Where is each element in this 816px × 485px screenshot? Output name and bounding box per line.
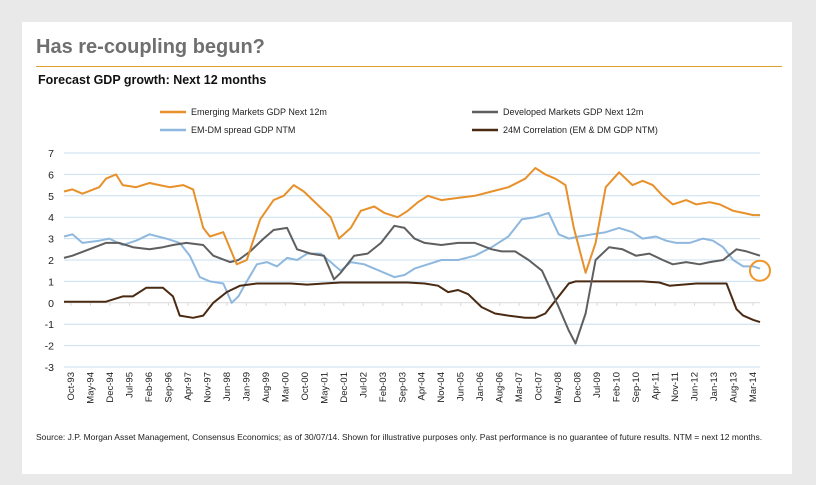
source-footnote: Source: J.P. Morgan Asset Management, Co… xyxy=(36,432,763,442)
highlight-circle xyxy=(749,259,771,282)
highlight-circle-mark xyxy=(749,259,771,282)
x-tick-label: Jan-99 xyxy=(241,372,252,401)
x-tick-label: Nov-11 xyxy=(670,372,681,402)
x-tick-label: Aug-99 xyxy=(261,372,272,403)
series-lines xyxy=(63,167,761,345)
legend-label: EM-DM spread GDP NTM xyxy=(191,125,295,135)
x-tick-label: Apr-04 xyxy=(417,372,428,401)
page-title: Has re-coupling begun? xyxy=(36,36,265,58)
x-tick-label: Jan-13 xyxy=(709,372,720,401)
x-tick-label: Apr-11 xyxy=(651,372,662,400)
x-tick-label: Sep-96 xyxy=(163,372,174,403)
y-tick-label: 6 xyxy=(48,169,54,181)
x-tick-label: Nov-97 xyxy=(202,372,213,403)
x-tick-label: Apr-97 xyxy=(183,372,194,401)
legend-label: Developed Markets GDP Next 12m xyxy=(503,107,643,117)
x-tick-label: Mar-00 xyxy=(280,372,291,402)
y-tick-label: 3 xyxy=(48,234,54,246)
y-tick-label: 4 xyxy=(48,212,54,224)
y-tick-label: 7 xyxy=(48,148,54,160)
legend-label: Emerging Markets GDP Next 12m xyxy=(191,107,327,117)
y-tick-label: 5 xyxy=(48,191,54,203)
x-tick-label: Dec-01 xyxy=(339,372,350,403)
x-tick-label: Feb-03 xyxy=(378,372,389,402)
series-line-24m-correlation-em-dm-gdp-ntm- xyxy=(64,280,761,324)
x-axis: Oct-93 May-94 Dec-94 Jul-95 Feb-96 Sep-96 Apr-… xyxy=(64,302,760,404)
x-tick-label: May-01 xyxy=(319,372,330,404)
x-tick-label: Feb-96 xyxy=(144,372,155,402)
x-tick-label: Jan-06 xyxy=(475,372,486,401)
x-tick-label: Aug-13 xyxy=(729,372,740,403)
chart-subtitle: Forecast GDP growth: Next 12 months xyxy=(38,73,267,87)
x-tick-label: Sep-03 xyxy=(397,372,408,403)
y-tick-label: -3 xyxy=(45,362,54,374)
x-tick-label: Jul-95 xyxy=(124,372,135,398)
y-axis: 7 6 5 4 3 2 1 0 -1 -2 -3 xyxy=(45,148,55,374)
x-tick-label: Oct-00 xyxy=(300,372,311,401)
x-tick-label: Jun-05 xyxy=(456,372,467,401)
y-tick-label: -2 xyxy=(45,341,54,353)
x-tick-label: May-94 xyxy=(85,372,96,404)
gridlines xyxy=(64,152,760,368)
x-tick-label: Sep-10 xyxy=(631,372,642,403)
y-tick-label: -1 xyxy=(45,319,54,331)
x-tick-label: Feb-10 xyxy=(612,372,623,402)
x-tick-label: Jun-12 xyxy=(690,372,701,401)
series-line-em-dm-spread-gdp-ntm xyxy=(63,211,761,304)
x-tick-label: Aug-06 xyxy=(495,372,506,403)
legend: Emerging Markets GDP Next 12m Developed M… xyxy=(160,107,658,135)
x-tick-label: Mar-07 xyxy=(514,372,525,402)
x-tick-label: Dec-94 xyxy=(105,372,116,403)
x-tick-label: Jul-09 xyxy=(592,372,603,398)
slide-panel: Has re-coupling begun? Forecast GDP grow… xyxy=(22,22,792,474)
x-tick-label: Nov-04 xyxy=(436,372,447,403)
x-tick-label: May-08 xyxy=(553,372,564,404)
y-tick-label: 0 xyxy=(48,298,54,310)
x-tick-label: Jun-98 xyxy=(222,372,233,401)
x-tick-label: Oct-93 xyxy=(66,372,77,401)
title-divider xyxy=(36,66,782,67)
series-line-developed-markets-gdp-next-12m xyxy=(63,224,761,345)
x-tick-label: Jul-02 xyxy=(358,372,369,398)
y-tick-label: 1 xyxy=(48,276,54,288)
x-tick-label: Oct-07 xyxy=(534,372,545,401)
x-tick-label: Mar-14 xyxy=(748,372,759,402)
legend-label: 24M Correlation (EM & DM GDP NTM) xyxy=(503,125,658,135)
y-tick-label: 2 xyxy=(48,255,54,267)
series-line-emerging-markets-gdp-next-12m xyxy=(63,167,760,274)
x-tick-label: Dec-08 xyxy=(573,372,584,403)
